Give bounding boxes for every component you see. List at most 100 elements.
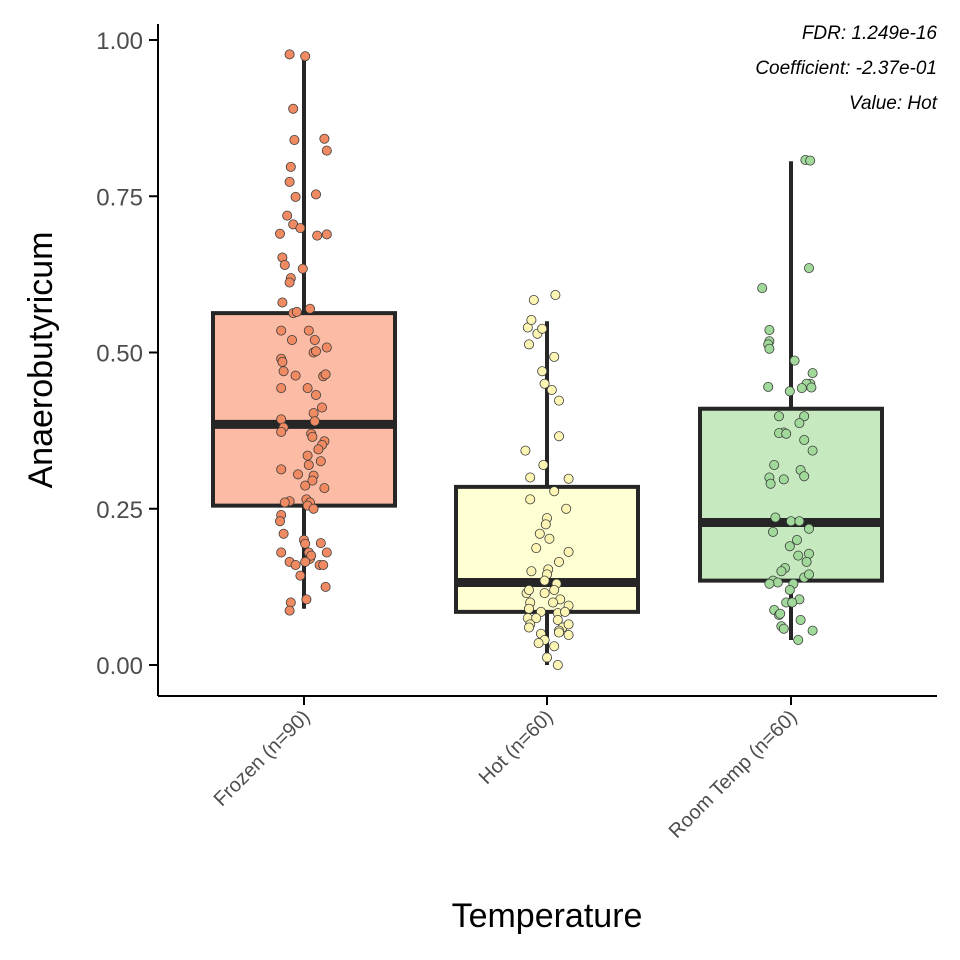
data-point: [801, 556, 812, 567]
data-point: [544, 533, 555, 544]
data-point: [563, 630, 574, 641]
y-tick-label: 0.00: [96, 653, 143, 680]
data-point: [764, 324, 775, 335]
data-point: [552, 660, 563, 671]
data-point: [537, 323, 548, 334]
data-point: [319, 133, 330, 144]
annotation-coefficient: Coefficient: -2.37e-01: [755, 58, 937, 79]
data-point: [524, 339, 535, 350]
data-point: [300, 556, 311, 567]
data-point: [778, 474, 789, 485]
data-point: [787, 597, 798, 608]
data-point: [284, 277, 295, 288]
data-point: [524, 622, 535, 633]
data-point: [282, 210, 293, 221]
data-point: [794, 516, 805, 527]
data-point: [303, 459, 314, 470]
data-point: [290, 560, 301, 571]
data-point: [533, 638, 544, 649]
data-point: [279, 259, 290, 270]
data-point: [806, 382, 817, 393]
data-point: [284, 49, 295, 60]
data-point: [316, 402, 327, 413]
x-axis-title: Temperature: [452, 897, 643, 935]
data-point: [306, 550, 317, 561]
data-point: [550, 289, 561, 300]
data-point: [290, 370, 301, 381]
data-point: [549, 641, 560, 652]
data-point: [793, 550, 804, 561]
data-point: [764, 578, 775, 589]
data-point: [276, 547, 287, 558]
data-point: [524, 603, 535, 614]
data-point: [784, 386, 795, 397]
data-point: [805, 155, 816, 166]
data-point: [542, 652, 553, 663]
data-point: [304, 303, 315, 314]
data-point: [291, 306, 302, 317]
data-point: [807, 625, 818, 636]
data-point: [561, 503, 572, 514]
data-point: [301, 594, 312, 605]
data-point: [321, 145, 332, 156]
data-point: [276, 325, 287, 336]
data-point: [284, 605, 295, 616]
data-point: [799, 471, 810, 482]
data-point: [320, 369, 331, 380]
data-point: [526, 566, 537, 577]
data-point: [549, 486, 560, 497]
data-point: [554, 431, 565, 442]
data-point: [292, 469, 303, 480]
data-point: [315, 456, 326, 467]
box: [211, 311, 397, 508]
data-point: [288, 103, 299, 114]
data-point: [312, 230, 323, 241]
y-tick-label: 0.25: [96, 497, 143, 524]
data-point: [285, 161, 296, 172]
data-point: [276, 464, 287, 475]
data-point: [563, 546, 574, 557]
plot-area: [211, 49, 884, 671]
data-point: [302, 383, 313, 394]
data-point: [538, 459, 549, 470]
data-point: [554, 627, 565, 638]
data-point: [295, 570, 306, 581]
group-2: [698, 154, 884, 646]
data-point: [769, 459, 780, 470]
annotations: FDR: 1.249e-16 Coefficient: -2.37e-01 Va…: [755, 23, 937, 114]
data-point: [276, 383, 287, 394]
data-point: [799, 411, 810, 422]
data-point: [789, 355, 800, 366]
data-point: [770, 512, 781, 523]
data-point: [300, 538, 311, 549]
data-point: [278, 366, 289, 377]
data-point: [320, 581, 331, 592]
data-point: [546, 384, 557, 395]
y-tick-label: 1.00: [96, 28, 143, 55]
data-point: [309, 416, 320, 427]
data-point: [300, 51, 311, 62]
data-point: [309, 334, 320, 345]
y-tick-label: 0.50: [96, 341, 143, 368]
data-point: [303, 325, 314, 336]
data-point: [548, 597, 559, 608]
data-point: [804, 569, 815, 580]
data-point: [552, 615, 563, 626]
data-point: [784, 541, 795, 552]
data-point: [315, 538, 326, 549]
data-point: [279, 497, 290, 508]
data-point: [765, 478, 776, 489]
data-point: [531, 613, 542, 624]
data-point: [310, 389, 321, 400]
data-point: [526, 314, 537, 325]
data-point: [321, 547, 332, 558]
data-point: [537, 366, 548, 377]
data-point: [799, 434, 810, 445]
data-point: [319, 483, 330, 494]
data-point: [554, 395, 565, 406]
data-point: [308, 503, 319, 514]
data-point: [560, 606, 571, 617]
data-point: [531, 543, 542, 554]
